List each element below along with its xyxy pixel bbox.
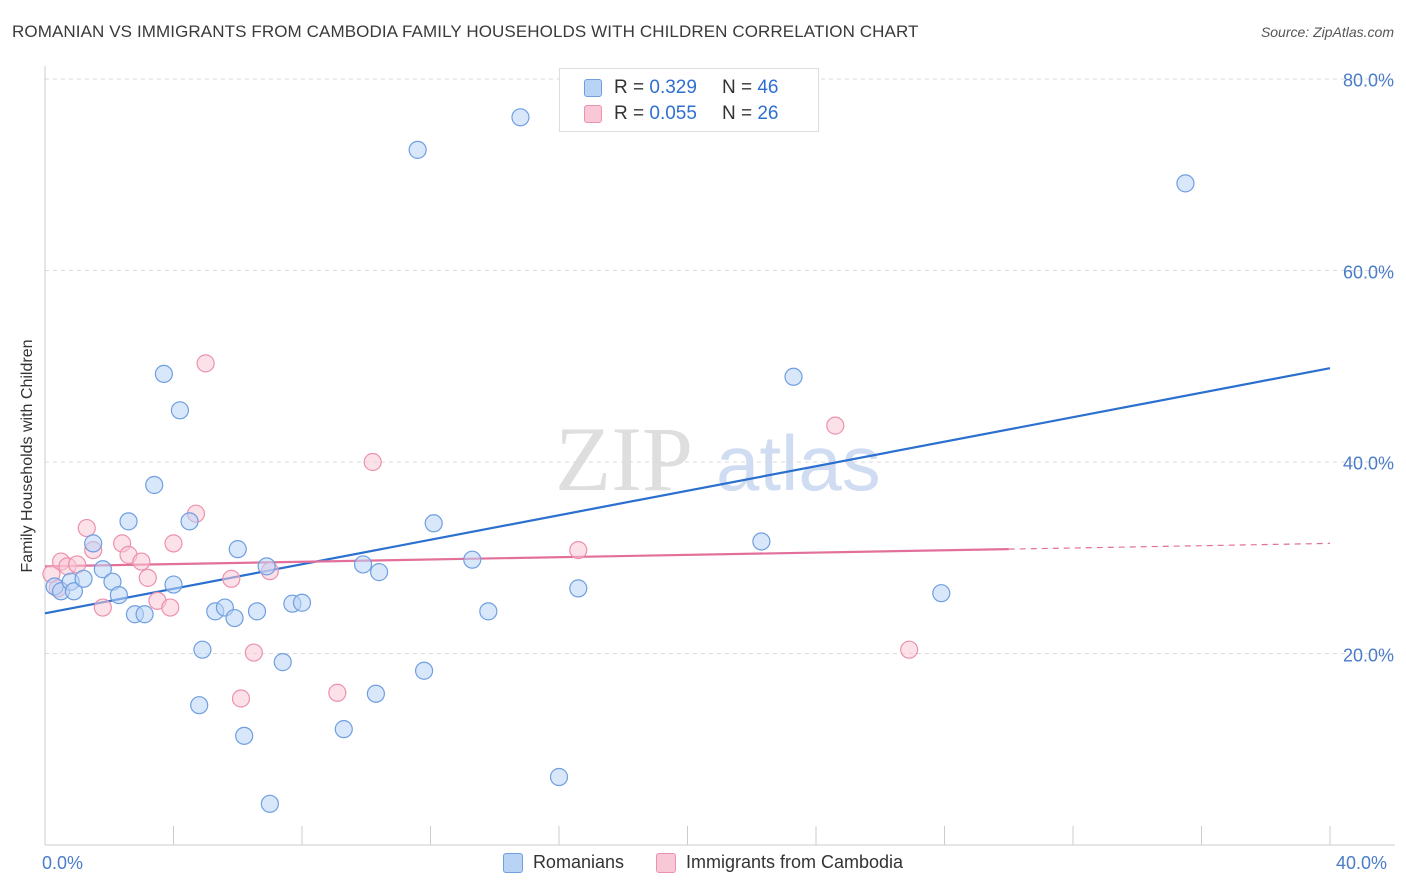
cambodia-trend-extension xyxy=(1008,542,1331,550)
x-tick-min: 0.0% xyxy=(42,853,84,873)
romanians-swatch xyxy=(584,79,602,97)
n-value: 46 xyxy=(757,77,779,98)
legend-row-cambodia: R = 0.055 N = 26 xyxy=(584,102,778,126)
r-value: 0.329 xyxy=(649,77,697,98)
cambodia-point[interactable] xyxy=(569,540,588,560)
romanians-point[interactable] xyxy=(247,602,267,621)
romanians-point[interactable] xyxy=(180,512,199,531)
n-label: N = xyxy=(721,103,753,124)
cambodia-point[interactable] xyxy=(164,534,183,553)
source-label: Source: ZipAtlas.com xyxy=(1260,24,1394,40)
romanians-point[interactable] xyxy=(370,563,389,582)
romanians-point[interactable] xyxy=(164,575,183,594)
romanians-point[interactable] xyxy=(479,602,498,621)
romanians-legend-swatch xyxy=(502,852,523,873)
watermark-atlas: atlas xyxy=(716,419,881,507)
cambodia-swatch xyxy=(584,105,602,123)
romanians-point[interactable] xyxy=(154,364,173,384)
romanians-point[interactable] xyxy=(74,569,93,588)
r-value: 0.055 xyxy=(649,103,697,124)
romanians-point[interactable] xyxy=(235,726,254,745)
romanians-point[interactable] xyxy=(408,140,427,159)
romanians-point[interactable] xyxy=(225,608,244,628)
romanians-point[interactable] xyxy=(84,534,103,553)
cambodia-point[interactable] xyxy=(222,569,241,588)
cambodia-point[interactable] xyxy=(826,416,845,435)
chart-title: ROMANIAN VS IMMIGRANTS FROM CAMBODIA FAM… xyxy=(12,22,919,41)
cambodia-point[interactable] xyxy=(196,354,215,373)
legend-label-romanians: Romanians xyxy=(532,852,624,872)
romanians-point[interactable] xyxy=(145,475,164,495)
romanians-point[interactable] xyxy=(1176,174,1195,193)
romanians-point[interactable] xyxy=(414,661,434,680)
cambodia-point[interactable] xyxy=(138,568,157,587)
romanians-point[interactable] xyxy=(93,560,112,579)
romanians-point[interactable] xyxy=(190,696,209,715)
cambodia-point[interactable] xyxy=(77,518,96,538)
cambodia-point[interactable] xyxy=(231,689,251,708)
legend-item-romanians[interactable]: Romanians xyxy=(502,852,624,873)
romanians-point[interactable] xyxy=(569,579,588,598)
legend-item-cambodia[interactable]: Immigrants from Cambodia xyxy=(655,852,904,873)
y-tick-label: 60.0% xyxy=(1342,262,1394,282)
legend-label-cambodia: Immigrants from Cambodia xyxy=(685,852,904,872)
romanians-point[interactable] xyxy=(463,550,482,569)
romanians-point[interactable] xyxy=(784,367,803,386)
x-tick-max: 40.0% xyxy=(1336,853,1388,873)
r-label: R = xyxy=(614,103,645,124)
romanians-point[interactable] xyxy=(549,767,569,787)
romanians-point[interactable] xyxy=(170,401,190,420)
romanians-point[interactable] xyxy=(353,555,373,574)
cambodia-point[interactable] xyxy=(363,452,382,472)
romanians-point[interactable] xyxy=(257,557,276,576)
n-label: N = xyxy=(721,77,753,98)
romanians-point[interactable] xyxy=(109,585,128,605)
romanians-point[interactable] xyxy=(424,514,443,533)
r-label: R = xyxy=(614,77,645,98)
y-tick-label: 40.0% xyxy=(1342,453,1394,474)
cambodia-point[interactable] xyxy=(93,598,112,617)
series-legend: Romanians Immigrants from Cambodia xyxy=(0,852,1406,873)
cambodia-point[interactable] xyxy=(132,552,151,571)
legend-row-romanians: R = 0.329 N = 46 xyxy=(584,76,778,100)
cambodia-point[interactable] xyxy=(161,598,180,617)
y-tick-label: 80.0% xyxy=(1342,70,1394,91)
romanians-trend-line xyxy=(44,367,1331,615)
romanians-point[interactable] xyxy=(334,720,353,739)
romanians-point[interactable] xyxy=(366,684,385,703)
romanians-point[interactable] xyxy=(511,108,530,127)
romanians-point[interactable] xyxy=(752,532,771,551)
romanians-point[interactable] xyxy=(292,593,312,612)
cambodia-point[interactable] xyxy=(900,640,919,659)
correlation-legend: R = 0.329 N = 46 R = 0.055 N = 26 xyxy=(559,68,819,132)
n-value: 26 xyxy=(757,103,779,124)
romanians-point[interactable] xyxy=(193,640,212,659)
cambodia-trend-line xyxy=(44,548,1009,568)
romanians-point[interactable] xyxy=(135,605,154,624)
romanians-point[interactable] xyxy=(119,512,138,531)
cambodia-legend-swatch xyxy=(655,852,676,873)
romanians-point[interactable] xyxy=(228,540,247,559)
romanians-point[interactable] xyxy=(64,582,84,601)
romanians-point[interactable] xyxy=(932,584,951,603)
romanians-point[interactable] xyxy=(260,794,279,813)
cambodia-point[interactable] xyxy=(328,683,347,702)
y-tick-label: 20.0% xyxy=(1342,645,1394,665)
cambodia-point[interactable] xyxy=(244,643,263,662)
romanians-point[interactable] xyxy=(273,653,292,672)
